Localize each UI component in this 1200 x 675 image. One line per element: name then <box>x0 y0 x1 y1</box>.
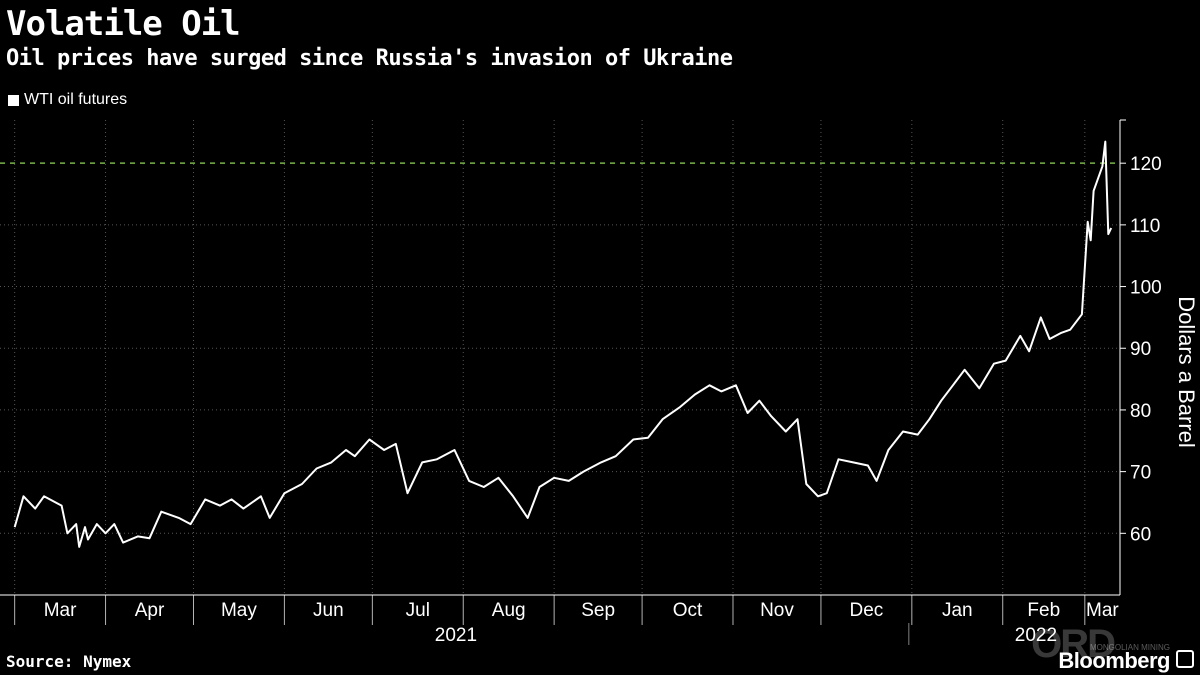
legend-label: WTI oil futures <box>24 91 128 108</box>
y-tick-label: 100 <box>1130 278 1162 299</box>
x-tick-label: May <box>221 600 257 621</box>
x-tick-label: Apr <box>135 600 165 621</box>
watermark-logo: ORD <box>1031 622 1116 666</box>
series-line-wti <box>13 140 1113 548</box>
x-tick-label: Mar <box>44 600 77 621</box>
x-tick-label: Jun <box>313 600 344 621</box>
source-note: Source: Nymex <box>6 652 132 671</box>
x-tick-label: Oct <box>673 600 703 621</box>
x-tick-label: Aug <box>492 600 526 621</box>
x-tick-label: Feb <box>1027 600 1060 621</box>
legend: WTI oil futures <box>8 91 127 109</box>
x-tick-label: Dec <box>849 600 883 621</box>
brand-logo: Bloomberg <box>1058 648 1170 673</box>
y-tick-label: 120 <box>1130 154 1162 175</box>
watermark-subtext: MONGOLIAN MINING <box>1089 643 1170 652</box>
y-axis-label: Dollars a Barrel <box>1174 296 1199 448</box>
x-tick-label: Jan <box>942 600 973 621</box>
y-tick-label: 70 <box>1130 463 1151 484</box>
x-tick-label: Mar <box>1086 600 1119 621</box>
x-tick-label: Sep <box>581 600 615 621</box>
y-tick-label: 110 <box>1130 216 1160 237</box>
x-tick-label: Jul <box>406 600 430 621</box>
year-label: 2021 <box>435 625 477 646</box>
legend-swatch <box>8 94 19 106</box>
chart-title: Volatile Oil <box>6 4 241 44</box>
terminal-icon <box>1176 650 1194 668</box>
y-tick-label: 90 <box>1130 339 1151 360</box>
y-tick-label: 80 <box>1130 401 1151 422</box>
y-tick-label: 60 <box>1130 524 1151 545</box>
x-tick-label: Nov <box>760 600 794 621</box>
chart-subtitle: Oil prices have surged since Russia's in… <box>6 46 733 71</box>
year-label: 2022 <box>1015 625 1057 646</box>
